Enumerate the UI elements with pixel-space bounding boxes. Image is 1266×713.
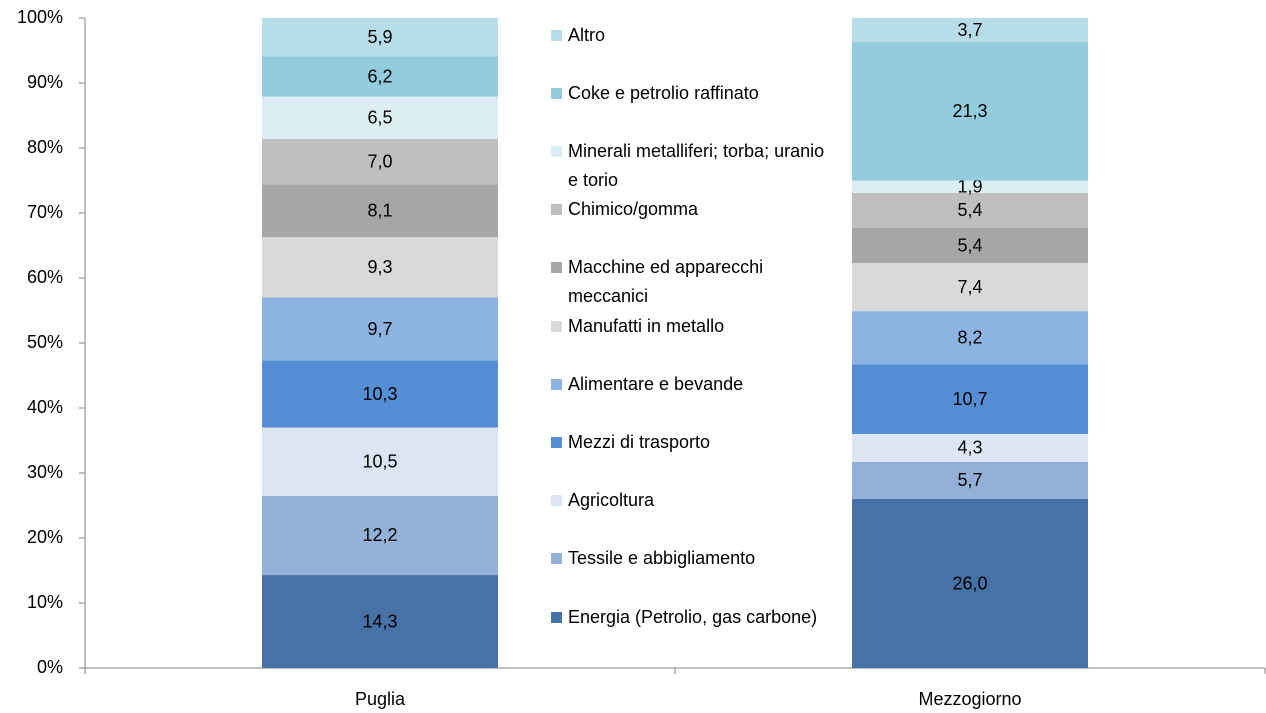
legend-label: Minerali metalliferi; torba; uranio e to… xyxy=(568,140,825,190)
legend-label: Coke e petrolio raffinato xyxy=(568,82,759,103)
data-label: 8,1 xyxy=(367,200,392,220)
bar-segment xyxy=(262,297,498,361)
data-label: 8,2 xyxy=(957,328,982,348)
legend-swatch xyxy=(551,378,562,390)
legend-label: Alimentare e bevande xyxy=(568,373,744,394)
legend-item: Mezzi di trasporto xyxy=(551,428,826,457)
y-tick-label: 90% xyxy=(27,72,63,92)
bar-segment xyxy=(852,42,1088,181)
legend-swatch xyxy=(551,553,562,565)
data-label: 14,3 xyxy=(362,611,397,631)
data-label: 10,7 xyxy=(952,389,987,409)
legend-item: Macchine ed apparecchi meccanici xyxy=(551,253,826,311)
y-tick-label: 0% xyxy=(37,657,63,677)
data-label: 5,9 xyxy=(367,27,392,47)
legend-swatch xyxy=(551,320,562,332)
bar-segment xyxy=(852,461,1088,499)
data-label: 9,3 xyxy=(367,257,392,277)
y-tick-label: 20% xyxy=(27,527,63,547)
bar-segment xyxy=(262,495,498,576)
y-tick-label: 30% xyxy=(27,462,63,482)
y-tick-label: 50% xyxy=(27,332,63,352)
data-label: 5,4 xyxy=(957,235,982,255)
bar-segment xyxy=(262,360,498,428)
legend-swatch xyxy=(551,262,562,274)
data-label: 21,3 xyxy=(952,101,987,121)
data-label: 10,5 xyxy=(362,451,397,471)
bar-segment xyxy=(262,427,498,496)
bar-segment xyxy=(262,184,498,238)
legend-label: Tessile e abbigliamento xyxy=(568,548,756,569)
legend-item: Minerali metalliferi; torba; uranio e to… xyxy=(551,137,826,195)
bar-segment xyxy=(852,434,1088,462)
data-label: 4,3 xyxy=(957,438,982,458)
bar-segment xyxy=(262,56,498,97)
data-label: 6,2 xyxy=(367,66,392,86)
legend-label: Chimico/gomma xyxy=(568,199,699,220)
data-label: 5,4 xyxy=(957,200,982,220)
data-label: 1,9 xyxy=(957,176,982,196)
legend-item: Tessile e abbigliamento xyxy=(551,544,826,573)
bar-segment xyxy=(852,227,1088,264)
data-label: 6,5 xyxy=(367,108,392,128)
y-tick-label: 100% xyxy=(17,7,63,27)
bar-segment xyxy=(262,18,498,57)
legend-swatch xyxy=(551,87,562,99)
legend-item: Altro xyxy=(551,21,826,50)
bar-segment xyxy=(852,180,1088,193)
legend-item: Manufatti in metallo xyxy=(551,312,826,341)
data-label: 26,0 xyxy=(952,573,987,593)
legend-item: Alimentare e bevande xyxy=(551,370,826,399)
bar-segment xyxy=(852,364,1088,434)
legend-item: Energia (Petrolio, gas carbone) xyxy=(551,603,826,632)
data-label: 5,7 xyxy=(957,470,982,490)
data-label: 3,7 xyxy=(957,20,982,40)
y-tick-label: 60% xyxy=(27,267,63,287)
legend-swatch xyxy=(551,29,562,41)
legend-swatch xyxy=(551,204,562,216)
legend-swatch xyxy=(551,145,562,157)
legend-swatch xyxy=(551,495,562,507)
legend-item: Coke e petrolio raffinato xyxy=(551,79,826,108)
bar-segment xyxy=(852,311,1088,365)
data-label: 7,0 xyxy=(367,151,392,171)
legend-label: Agricoltura xyxy=(568,490,655,511)
data-label: 7,4 xyxy=(957,277,982,297)
bar-segment xyxy=(262,138,498,185)
y-tick-label: 10% xyxy=(27,592,63,612)
y-tick-label: 70% xyxy=(27,202,63,222)
x-tick-label: Puglia xyxy=(355,689,406,709)
bar-segment xyxy=(262,237,498,298)
legend-label: Altro xyxy=(568,24,606,45)
legend-item: Agricoltura xyxy=(551,486,826,515)
bar-segment xyxy=(852,192,1088,228)
data-label: 12,2 xyxy=(362,525,397,545)
legend-label: Energia (Petrolio, gas carbone) xyxy=(568,606,818,627)
bar-segment xyxy=(262,96,498,139)
bar-segment xyxy=(852,18,1088,43)
legend-item: Chimico/gomma xyxy=(551,195,826,224)
x-tick-label: Mezzogiorno xyxy=(918,689,1021,709)
bar-segment xyxy=(852,263,1088,312)
y-tick-label: 40% xyxy=(27,397,63,417)
legend-label: Macchine ed apparecchi meccanici xyxy=(568,257,764,307)
legend-label: Manufatti in metallo xyxy=(568,315,725,336)
bar-segment xyxy=(852,499,1088,668)
data-label: 10,3 xyxy=(362,384,397,404)
data-label: 9,7 xyxy=(367,319,392,339)
bar-segment xyxy=(262,575,498,668)
legend-label: Mezzi di trasporto xyxy=(568,431,711,452)
legend-swatch xyxy=(551,611,562,623)
y-tick-label: 80% xyxy=(27,137,63,157)
legend-swatch xyxy=(551,436,562,448)
